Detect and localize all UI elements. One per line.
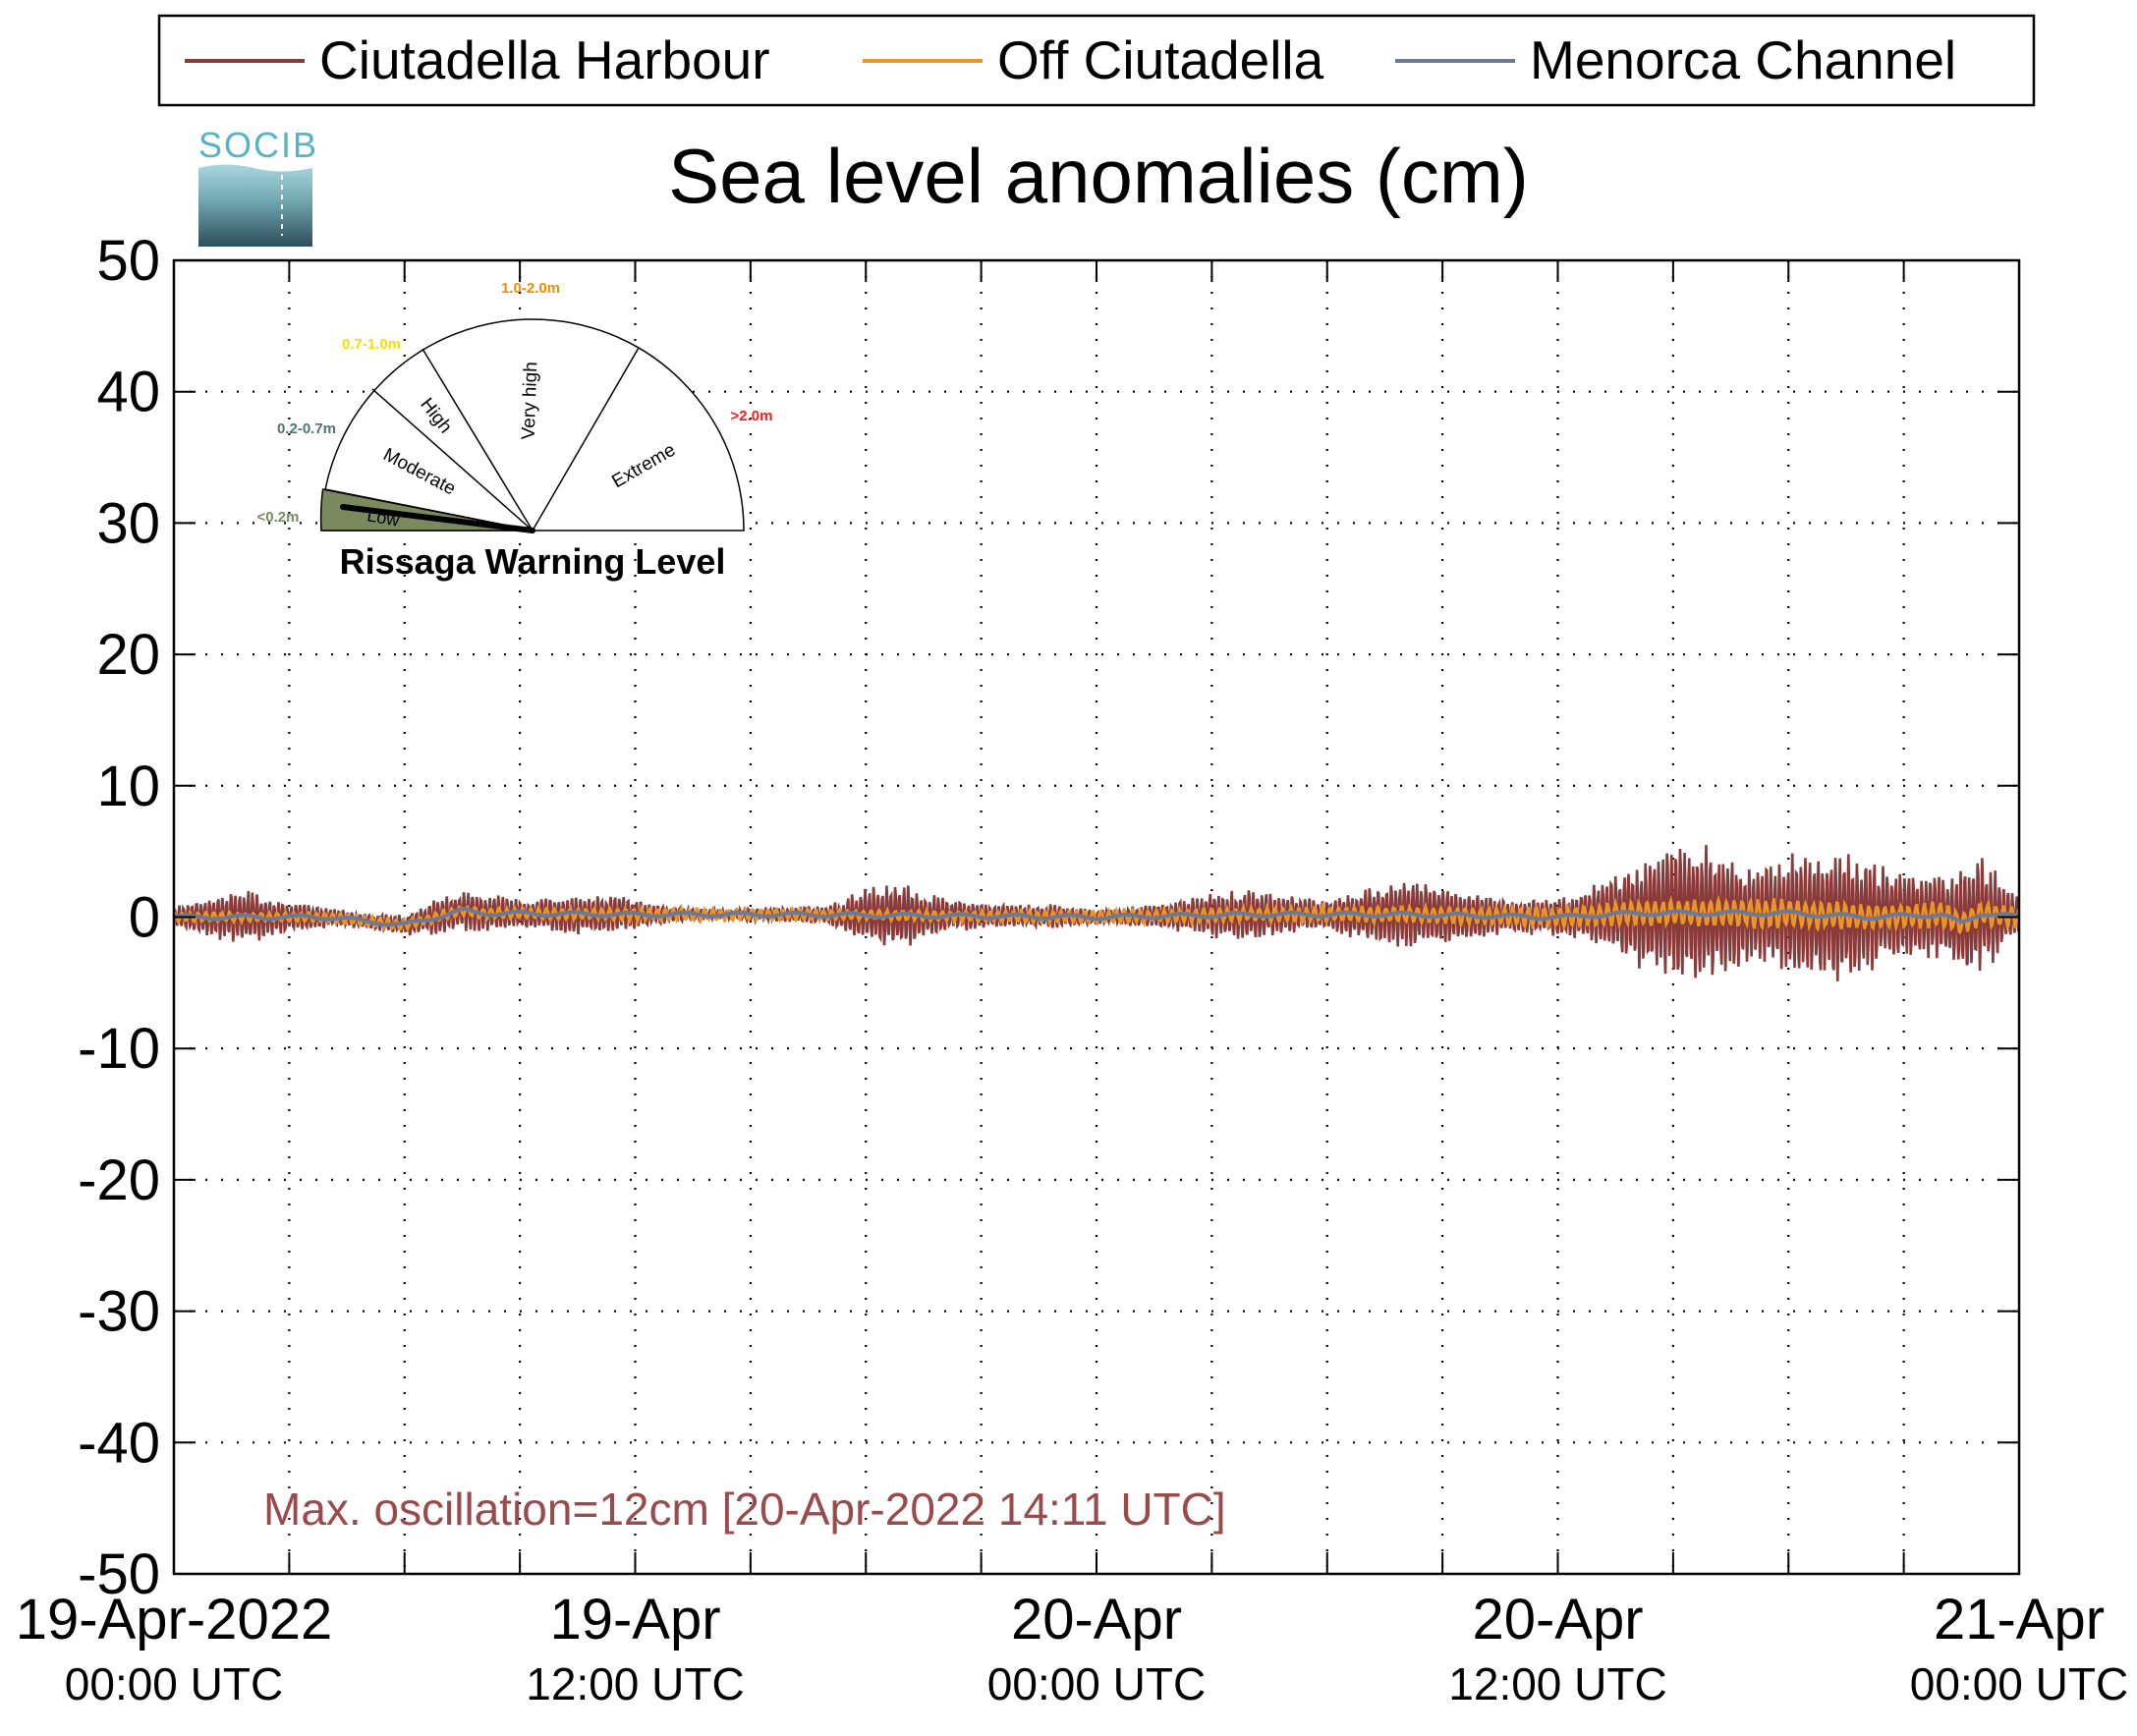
- gauge-range-very-high: 1.0-2.0m: [501, 280, 560, 297]
- y-tick-label: -30: [78, 1280, 160, 1344]
- gauge-range-moderate: 0.2-0.7m: [277, 420, 336, 437]
- gauge-range-low: <0.2m: [257, 509, 300, 526]
- x-tick-label-date: 21-Apr: [1934, 1588, 2105, 1652]
- rissaga-gauge: Low Moderate High Very high Extreme <0.2…: [257, 280, 773, 582]
- x-tick-label-time: 00:00 UTC: [65, 1658, 283, 1709]
- y-tick-label: 20: [96, 623, 160, 687]
- gauge-outline: [320, 318, 745, 532]
- y-tick-label: 40: [96, 361, 160, 424]
- y-tick-label: 10: [96, 755, 160, 818]
- max-oscillation-annotation: Max. oscillation=12cm [20-Apr-2022 14:11…: [263, 1484, 1226, 1535]
- x-tick-label-date: 20-Apr: [1472, 1588, 1643, 1652]
- y-tick-label: -50: [78, 1542, 160, 1606]
- x-tick-label-date: 19-Apr-2022: [16, 1588, 332, 1652]
- x-tick-label-time: 00:00 UTC: [987, 1658, 1206, 1709]
- legend-label-off-ciutadella: Off Ciutadella: [997, 29, 1324, 90]
- chart-title: Sea level anomalies (cm): [668, 133, 1529, 219]
- y-tick-label: 50: [96, 229, 160, 293]
- x-tick-label-time: 00:00 UTC: [1910, 1658, 2128, 1709]
- gauge-title: Rissaga Warning Level: [340, 541, 726, 582]
- y-tick-label: 30: [96, 491, 160, 555]
- axis-ticks: [173, 259, 2020, 1575]
- socib-logo-text: SOCIB: [198, 125, 318, 165]
- legend: Ciutadella Harbour Off Ciutadella Menorc…: [157, 14, 2036, 107]
- legend-box: [157, 14, 2036, 107]
- x-tick-label-date: 20-Apr: [1011, 1588, 1182, 1652]
- y-tick-label: -20: [78, 1148, 160, 1212]
- gauge-needle: [340, 504, 535, 533]
- y-tick-label: -10: [78, 1017, 160, 1081]
- series-layer: [172, 845, 2021, 981]
- y-tick-labels: -50 -40 -30 -20 -10 0 10 20 30 40 50: [78, 229, 160, 1606]
- gauge-range-high: 0.7-1.0m: [342, 336, 401, 353]
- legend-label-ciutadella-harbour: Ciutadella Harbour: [319, 29, 770, 90]
- legend-label-menorca-channel: Menorca Channel: [1530, 29, 1956, 90]
- x-tick-labels: 19-Apr-2022 00:00 UTC 19-Apr 12:00 UTC 20-Ap…: [16, 1588, 2128, 1709]
- socib-logo: SOCIB: [198, 125, 318, 247]
- x-tick-label-time: 12:00 UTC: [1448, 1658, 1666, 1709]
- gauge-sector-very-high: Very high: [519, 362, 542, 440]
- series-line-menorca-channel: [173, 906, 2020, 927]
- x-tick-label-time: 12:00 UTC: [526, 1658, 744, 1709]
- x-tick-label-date: 19-Apr: [549, 1588, 720, 1652]
- socib-logo-mark: [198, 164, 312, 247]
- gauge-range-extreme: >2.0m: [731, 408, 773, 424]
- y-tick-label: 0: [129, 886, 160, 950]
- y-tick-label: -40: [78, 1411, 160, 1475]
